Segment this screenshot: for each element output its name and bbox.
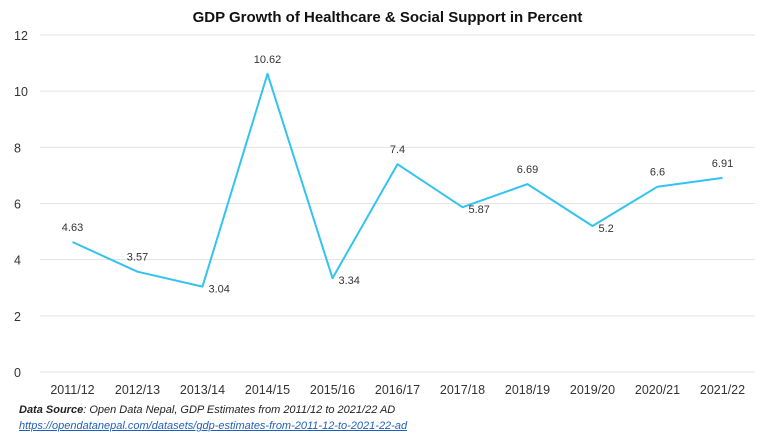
data-label: 5.87 (469, 204, 490, 216)
data-source-text: : Open Data Nepal, GDP Estimates from 20… (83, 404, 396, 416)
x-tick-label: 2015/16 (310, 383, 355, 397)
x-tick-label: 2020/21 (635, 383, 680, 397)
x-tick-label: 2011/12 (50, 383, 94, 397)
series-line (72, 72, 723, 288)
x-tick-label: 2021/22 (700, 383, 745, 397)
data-label: 10.62 (254, 54, 282, 66)
data-label: 6.69 (517, 164, 538, 176)
y-tick-label: 6 (14, 198, 21, 212)
data-source-note: Data Source: Open Data Nepal, GDP Estima… (19, 404, 395, 416)
data-label: 3.34 (339, 275, 360, 287)
data-label: 6.91 (712, 158, 733, 170)
data-label: 3.57 (127, 252, 148, 264)
data-label: 4.63 (62, 222, 83, 234)
data-source-label: Data Source (19, 404, 84, 416)
x-tick-label: 2016/17 (375, 383, 420, 397)
chart-title: GDP Growth of Healthcare & Social Suppor… (192, 9, 583, 26)
data-label: 6.6 (650, 167, 665, 179)
data-label: 7.4 (390, 144, 405, 156)
x-tick-label: 2013/14 (180, 383, 225, 397)
x-tick-label: 2018/19 (505, 383, 550, 397)
x-tick-label: 2012/13 (115, 383, 160, 397)
y-tick-label: 4 (14, 254, 21, 268)
x-tick-label: 2014/15 (245, 383, 290, 397)
x-tick-label: 2019/20 (570, 383, 615, 397)
y-tick-label: 0 (14, 366, 21, 380)
y-tick-label: 8 (14, 141, 21, 155)
y-tick-label: 2 (14, 310, 21, 324)
y-tick-label: 12 (14, 29, 28, 43)
data-label: 5.2 (599, 223, 614, 235)
y-tick-label: 10 (14, 85, 28, 99)
data-source-link[interactable]: https://opendatanepal.com/datasets/gdp-e… (19, 420, 408, 432)
data-label: 3.04 (209, 284, 230, 296)
x-tick-label: 2017/18 (440, 383, 485, 397)
